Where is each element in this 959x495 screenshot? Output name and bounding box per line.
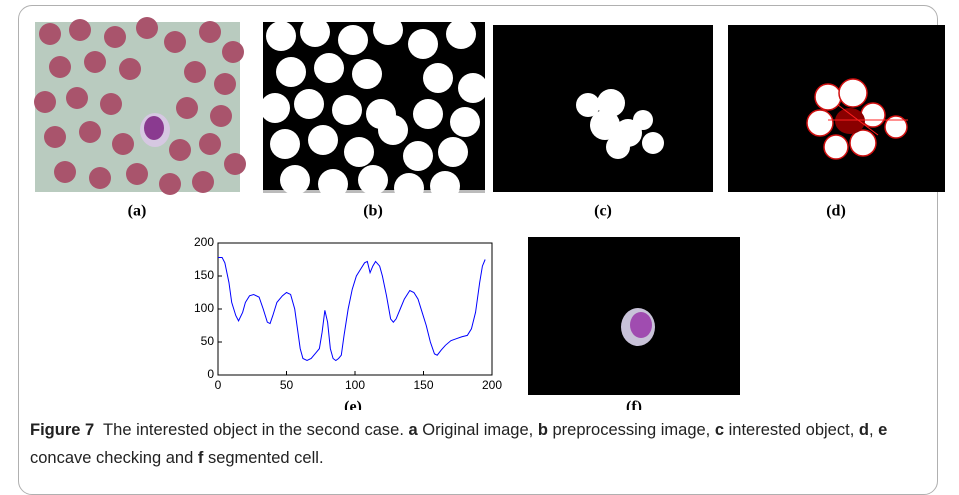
x-tick-label: 100 <box>345 378 365 392</box>
x-tick-label: 150 <box>413 378 433 392</box>
caption-text: The interested object in the second case… <box>94 421 408 439</box>
caption-bold: c <box>715 421 724 439</box>
panel-label: (d) <box>826 203 846 220</box>
caption-bold: a <box>409 421 418 439</box>
caption-text: preprocessing image, <box>548 421 715 439</box>
panel-a-image <box>34 17 246 195</box>
panel-b-image <box>260 15 488 203</box>
caption-bold: e <box>878 421 887 439</box>
caption-bold: Figure 7 <box>30 421 94 439</box>
panel-label: (c) <box>594 203 612 220</box>
x-tick-label: 50 <box>280 378 294 392</box>
panel-d-image <box>728 25 945 192</box>
plot-frame <box>218 243 492 375</box>
y-tick-label: 100 <box>194 301 214 315</box>
y-tick-label: 150 <box>194 268 214 282</box>
y-tick-label: 0 <box>207 367 214 381</box>
panel-label: (f) <box>626 399 642 410</box>
y-tick-label: 50 <box>201 334 215 348</box>
figure: (a) (b) (c) (d) (e) (f) 0 50 100 150 200 0 50 1… <box>0 0 959 410</box>
caption-text: segmented cell. <box>203 449 323 467</box>
page: (a) (b) (c) (d) (e) (f) 0 50 100 150 200 0 50 1… <box>0 0 959 483</box>
panel-label: (b) <box>363 203 383 220</box>
caption-text: interested object, <box>724 421 859 439</box>
panel-label: (e) <box>344 399 362 410</box>
data-line <box>218 258 485 361</box>
panel-label: (a) <box>128 203 147 220</box>
panel-f-image <box>528 237 740 395</box>
y-tick-label: 200 <box>194 235 214 249</box>
caption-text: , <box>869 421 878 439</box>
caption: Figure 7 The interested object in the se… <box>30 416 935 472</box>
x-tick-label: 200 <box>482 378 502 392</box>
caption-bold: b <box>538 421 548 439</box>
panel-c-image <box>493 25 713 192</box>
x-tick-label: 0 <box>215 378 222 392</box>
caption-bold: d <box>859 421 869 439</box>
caption-text: Original image, <box>418 421 538 439</box>
